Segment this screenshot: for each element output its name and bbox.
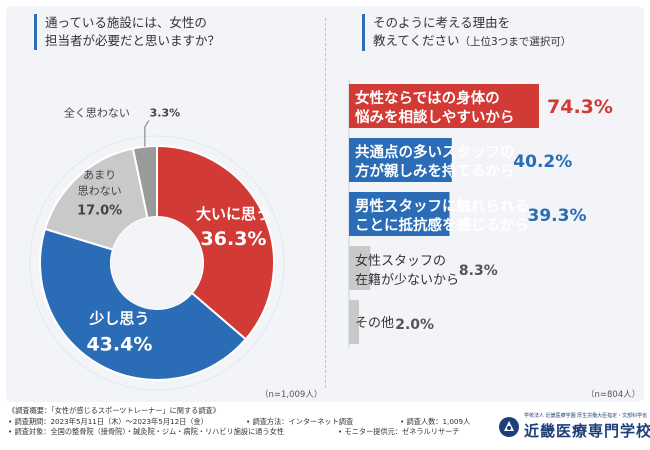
pie-label-4: 全く思わない: [64, 106, 130, 120]
pie-value-3: 17.0%: [77, 204, 122, 219]
bar-label-2-line2: 方が親しみを持てるから: [355, 162, 515, 180]
bar-label-2-line1: 共通点の多いスタッフの: [355, 143, 515, 161]
pie-label-1: 大いに思う: [196, 205, 271, 223]
pie-value-1: 36.3%: [201, 228, 267, 250]
right-question-line2-main: 教えてください: [373, 33, 460, 48]
bar-2: [349, 138, 452, 182]
school-emblem-icon: [499, 417, 519, 437]
logo-subtitle: 学校法人 近畿医療学園 厚生労働大臣指定・文部科学省: [524, 413, 648, 419]
bar-value-4: 8.3%: [459, 263, 498, 279]
bar-label-3-line1: 男性スタッフに触れられる: [355, 197, 529, 215]
bar-4: [349, 246, 371, 290]
bar-sample-note: （n=804人）: [586, 390, 641, 400]
survey-footer: 《調査概要：「女性が感じるスポーツトレーナー」に関する調査》 • 調査期間：20…: [8, 406, 488, 438]
logo-name: 近畿医療専門学校: [524, 422, 650, 440]
bar-value-2: 40.2%: [513, 152, 572, 172]
pie-label-2: 少し思う: [88, 309, 149, 327]
survey-target: • 調査対象：全国の整骨院（接骨院）・鍼灸院・ジム・病院・リハビリ施設に通う女性: [8, 427, 285, 436]
pie-label-3b: 思わない: [78, 185, 122, 198]
left-question-line1: 通っている施設には、女性の: [45, 15, 207, 30]
bar-label-4-line1: 女性スタッフの: [355, 253, 446, 269]
bar-label-1-line1: 女性ならではの身体の: [355, 89, 500, 107]
left-question-line2: 担当者が必要だと思いますか？: [45, 33, 221, 48]
pie-halo-ring: [29, 135, 285, 391]
bar-value-3: 39.3%: [528, 206, 587, 226]
left-question: 通っている施設には、女性の 担当者が必要だと思いますか？: [34, 14, 220, 50]
right-question-line2: 教えてください（上位3つまで選択可）: [373, 32, 571, 51]
bar-label-5-line1: その他: [355, 316, 394, 331]
bar-5: [349, 300, 359, 344]
survey-count: • 調査人数：1,009人: [400, 416, 471, 426]
bar-1: [349, 84, 539, 128]
right-question-line1: そのように考える理由を: [373, 15, 511, 30]
pie-label-3a: あまり: [83, 169, 116, 182]
right-question-line2-small: （上位3つまで選択可）: [459, 36, 572, 48]
pie-value-4: 3.3%: [150, 107, 181, 120]
survey-period: • 調査期間：2023年5月11日（木）〜2023年5月12日（金）: [8, 416, 208, 426]
bar-label-4-line2: 在籍が少ないから: [355, 272, 459, 288]
survey-row-3: • 調査対象：全国の整骨院（接骨院）・鍼灸院・ジム・病院・リハビリ施設に通う女性…: [8, 427, 488, 438]
pie-sample-note: （n=1,009人）: [260, 390, 323, 400]
bar-value-1: 74.3%: [547, 96, 613, 118]
right-question: そのように考える理由を 教えてください（上位3つまで選択可）: [362, 14, 571, 51]
bar-label-1-line2: 悩みを相談しやすいから: [355, 108, 514, 126]
survey-provider: • モニター提供元：ゼネラルリサーチ: [338, 427, 460, 436]
pie-value-2: 43.4%: [86, 333, 152, 355]
bar-value-5: 2.0%: [395, 317, 434, 333]
survey-summary: 《調査概要：「女性が感じるスポーツトレーナー」に関する調査》: [8, 406, 220, 415]
survey-row-2: • 調査期間：2023年5月11日（木）〜2023年5月12日（金） • 調査方…: [8, 417, 488, 428]
center-divider: [325, 18, 326, 388]
bar-label-3-line2: ことに抵抗感を感じるから: [355, 216, 529, 234]
pie-center-hole: [111, 217, 203, 309]
survey-method: • 調査方法：インターネット調査: [246, 416, 354, 426]
school-logo: 学校法人 近畿医療学園 厚生労働大臣指定・文部科学省 近畿医療専門学校: [498, 412, 650, 442]
bar-3: [349, 192, 450, 236]
pie-callout-line: [144, 120, 150, 147]
